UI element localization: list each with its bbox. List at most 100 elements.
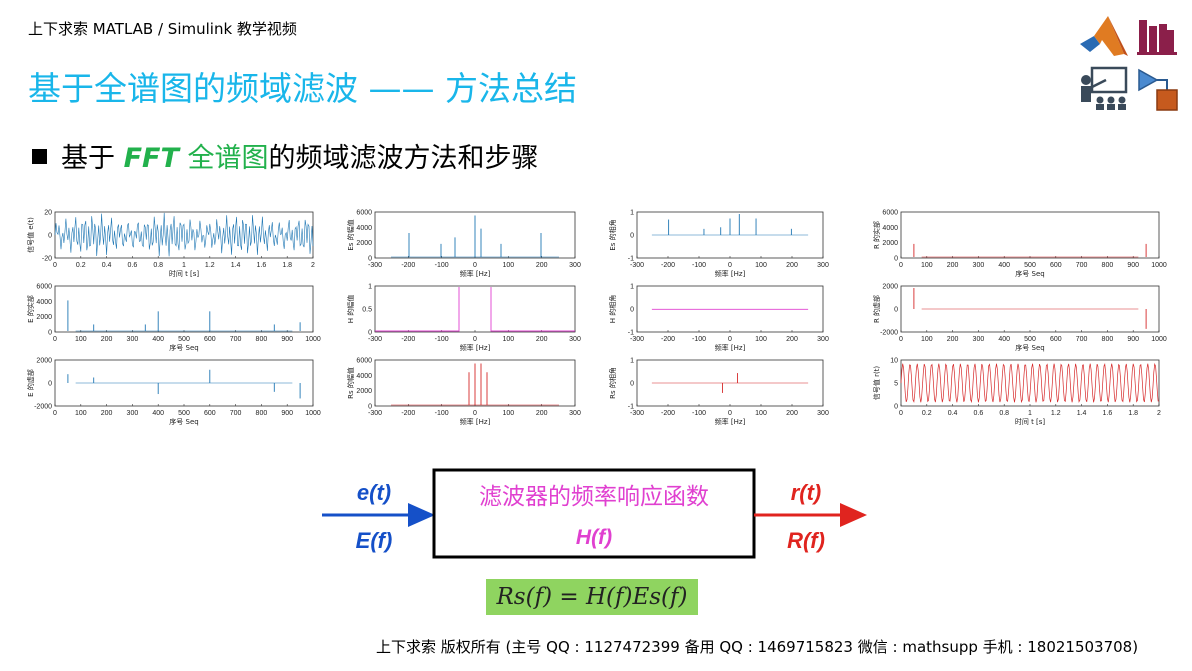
y-tick-label: 2000 [36, 314, 52, 321]
y-tick-label: 20 [44, 210, 52, 217]
x-tick-label: 0 [899, 410, 903, 417]
x-tick-label: 200 [947, 262, 959, 269]
x-tick-label: -100 [435, 336, 449, 343]
y-tick-label: 0 [48, 381, 52, 388]
x-tick-label: 0.8 [999, 410, 1009, 417]
y-tick-label: -2000 [880, 330, 898, 337]
x-tick-label: 200 [536, 410, 548, 417]
x-axis-label: 频率 [Hz] [715, 269, 746, 278]
formula-box: Rs(f) = H(f)Es(f) [486, 579, 698, 615]
x-tick-label: 200 [786, 336, 798, 343]
y-tick-label: 4000 [882, 225, 898, 232]
y-tick-label: 0 [368, 256, 372, 263]
x-tick-label: 0 [728, 336, 732, 343]
x-tick-label: -300 [630, 262, 644, 269]
x-tick-label: -100 [435, 262, 449, 269]
y-axis-label: 信号值 e(t) [26, 217, 35, 253]
x-axis-label: 频率 [Hz] [715, 343, 746, 352]
input-freq-label: E(f) [356, 528, 393, 553]
y-axis-label: Es 的幅值 [346, 219, 355, 250]
x-tick-label: 0.6 [974, 410, 984, 417]
x-tick-label: -200 [661, 410, 675, 417]
x-tick-label: -200 [661, 336, 675, 343]
x-tick-label: 1.8 [282, 262, 292, 269]
y-tick-label: 6000 [36, 284, 52, 291]
x-tick-label: 800 [1102, 336, 1114, 343]
y-tick-label: 2000 [356, 388, 372, 395]
bullet-fft: FFT [123, 143, 179, 174]
slide-title: 基于全谱图的频域滤波 —— 方法总结 [28, 69, 577, 108]
y-tick-label: -2000 [34, 404, 52, 411]
x-tick-label: 2 [311, 262, 315, 269]
x-axis-label: 时间 t [s] [169, 269, 200, 278]
y-axis-label: Es 的相角 [608, 219, 617, 250]
x-tick-label: 600 [1050, 336, 1062, 343]
bullet-square-icon [32, 149, 47, 164]
x-tick-label: 800 [256, 336, 268, 343]
x-tick-label: 700 [230, 410, 242, 417]
x-tick-label: 100 [755, 336, 767, 343]
x-axis-label: 序号 Seq [1015, 343, 1044, 352]
y-tick-label: 0 [630, 307, 634, 314]
x-tick-label: -300 [368, 262, 382, 269]
y-tick-label: 6000 [356, 210, 372, 217]
y-tick-label: 0 [368, 404, 372, 411]
filter-box [432, 468, 756, 559]
y-tick-label: 0 [48, 233, 52, 240]
bullet-prefix: 基于 [61, 143, 115, 174]
y-axis-label: 信号值 r(t) [872, 366, 881, 401]
y-tick-label: 0.5 [362, 307, 372, 314]
x-tick-label: 0 [473, 262, 477, 269]
x-tick-label: 0.4 [102, 262, 112, 269]
x-tick-label: 900 [281, 410, 293, 417]
x-tick-label: 0 [728, 262, 732, 269]
y-tick-label: 0 [630, 233, 634, 240]
x-tick-label: 0 [53, 262, 57, 269]
x-tick-label: 200 [786, 262, 798, 269]
y-tick-label: 10 [890, 358, 898, 365]
x-tick-label: 600 [204, 336, 216, 343]
y-axis-label: H 的幅值 [346, 295, 355, 324]
x-tick-label: 1.2 [1051, 410, 1061, 417]
x-tick-label: 400 [998, 336, 1010, 343]
x-tick-label: 300 [569, 410, 581, 417]
x-tick-label: 100 [502, 262, 514, 269]
x-tick-label: 1.4 [231, 262, 241, 269]
x-tick-label: 0.2 [922, 410, 932, 417]
x-tick-label: 1.6 [257, 262, 267, 269]
x-axis-label: 频率 [Hz] [460, 343, 491, 352]
x-axis-label: 频率 [Hz] [715, 417, 746, 426]
x-tick-label: -100 [435, 410, 449, 417]
y-tick-label: 4000 [356, 373, 372, 380]
x-tick-label: 500 [1024, 336, 1036, 343]
x-tick-label: 400 [152, 410, 164, 417]
x-tick-label: 300 [973, 336, 985, 343]
x-tick-label: 200 [101, 410, 113, 417]
input-time-label: e(t) [357, 480, 391, 505]
x-tick-label: -200 [401, 262, 415, 269]
y-tick-label: 5 [894, 381, 898, 388]
x-tick-label: 0.4 [948, 410, 958, 417]
y-axis-label: E 的虚部 [26, 369, 35, 397]
x-tick-label: 0 [53, 410, 57, 417]
x-tick-label: 700 [1076, 336, 1088, 343]
x-tick-label: -200 [401, 410, 415, 417]
y-axis-label: R 的实部 [872, 221, 881, 249]
y-tick-label: -20 [42, 256, 52, 263]
x-tick-label: 300 [569, 336, 581, 343]
y-tick-label: -1 [628, 330, 634, 337]
x-axis-label: 序号 Seq [169, 343, 198, 352]
filter-magnitude [375, 287, 575, 332]
x-tick-label: 0.8 [153, 262, 163, 269]
y-tick-label: 0 [894, 404, 898, 411]
x-axis-label: 时间 t [s] [1015, 417, 1046, 426]
y-axis-label: H 的相角 [608, 295, 617, 324]
y-tick-label: 1 [630, 210, 634, 217]
y-tick-label: 4000 [36, 299, 52, 306]
bullet-suffix: 的频域滤波方法和步骤 [268, 143, 539, 174]
x-tick-label: 300 [127, 336, 139, 343]
x-tick-label: 700 [230, 336, 242, 343]
x-tick-label: 900 [1127, 336, 1139, 343]
subplot-p13: -300 -200 -100 0 100 200 300 1 0 -1 频率 [Hz] Es 的相角 [608, 210, 829, 279]
